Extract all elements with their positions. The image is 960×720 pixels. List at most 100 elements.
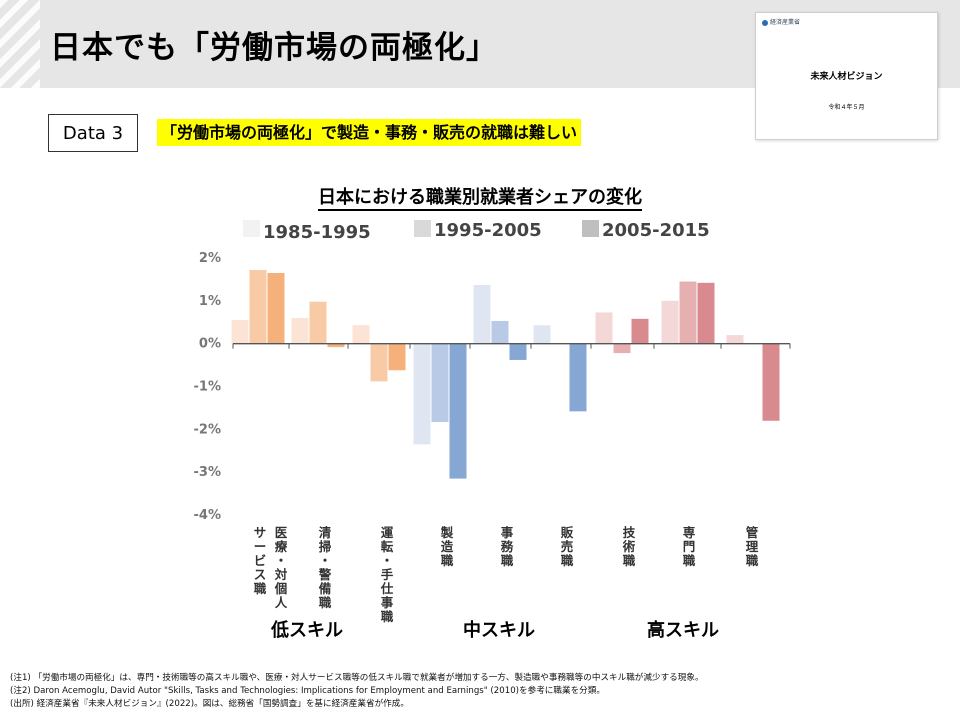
category-label-char: 運	[381, 525, 394, 540]
bar	[509, 343, 527, 360]
category-label-char: ー	[254, 539, 267, 554]
category-label-char: 対	[274, 567, 288, 582]
category-label-char: ・	[319, 553, 332, 568]
bar	[370, 343, 388, 382]
skill-group-label: 低スキル	[270, 619, 343, 641]
cover-date: 令和４年５月	[828, 104, 865, 111]
legend-label: 2005-2015	[602, 220, 710, 241]
category-label-char: 管	[746, 525, 759, 540]
bar	[327, 343, 345, 348]
bar	[249, 269, 267, 344]
bar	[661, 300, 679, 344]
chart-title: 日本における職業別就業者シェアの変化	[318, 187, 642, 211]
bar	[388, 343, 406, 371]
category-label-char: 技	[623, 525, 636, 540]
ministry-logo-icon	[762, 19, 768, 26]
bar	[267, 272, 285, 344]
category-label-char: 製	[440, 525, 454, 540]
footnote-3: (出所) 経済産業省『未来人材ビジョン』(2022)。図は、総務省「国勢調査」を…	[10, 699, 409, 709]
category-label-char: 職	[501, 553, 514, 568]
bar	[449, 343, 467, 479]
cover-title: 未来人材ビジョン	[810, 72, 883, 82]
skill-group-label: 中スキル	[463, 619, 535, 641]
category-label-char: 造	[441, 539, 454, 554]
category-label-char: サ	[254, 525, 267, 540]
category-label-char: ビ	[254, 553, 267, 568]
header-stripes	[0, 0, 40, 88]
category-label-char: ス	[254, 567, 267, 582]
category-label-char: 販	[561, 525, 574, 540]
bar	[569, 343, 587, 412]
y-tick-label: 0%	[199, 337, 221, 352]
category-label-char: 職	[746, 553, 759, 568]
bar	[631, 318, 649, 344]
bar	[613, 343, 631, 354]
footnote-2: (注2) Daron Acemoglu, David Autor "Skills…	[10, 686, 605, 696]
bar	[231, 320, 249, 344]
bar	[352, 325, 370, 344]
legend-swatch	[414, 220, 431, 237]
y-tick-label: -2%	[194, 422, 221, 437]
category-label-char: 備	[319, 581, 332, 596]
bar	[413, 343, 431, 445]
report-cover-thumbnail: 経済産業省 未来人材ビジョン 令和４年５月	[755, 12, 938, 140]
category-label-char: 職	[623, 553, 636, 568]
category-label-char: 警	[318, 567, 332, 582]
bar	[431, 343, 449, 423]
skill-group-label: 高スキル	[647, 619, 719, 641]
bar	[726, 335, 744, 344]
y-tick-label: -1%	[194, 380, 221, 395]
y-tick-label: 1%	[199, 294, 221, 309]
ministry-logo: 経済産業省	[762, 17, 800, 26]
y-tick-label: -4%	[194, 508, 221, 523]
category-label-char: 人	[275, 595, 288, 610]
category-label-char: 清	[319, 525, 332, 540]
category-label-char: 職	[254, 581, 267, 596]
category-label-char: 職	[319, 595, 332, 610]
data-label-box: Data 3	[48, 114, 138, 152]
category-label-char: 職	[561, 553, 574, 568]
category-label-char: 事	[381, 595, 394, 610]
bar	[697, 282, 715, 344]
category-label-char: 術	[622, 539, 636, 554]
footnote-1: (注1) 「労働市場の両極化」は、専門・技術職等の高スキル職や、医療・対人サービ…	[10, 673, 704, 683]
category-label-char: 手	[381, 567, 394, 582]
bar	[533, 325, 551, 344]
category-label-char: 療	[275, 539, 288, 554]
bar	[679, 281, 697, 344]
bar	[762, 343, 780, 421]
category-label-char: 職	[683, 553, 696, 568]
chart-title-wrap: 日本における職業別就業者シェアの変化	[0, 183, 960, 211]
headline-highlight: 「労働市場の両極化」で製造・事務・販売の就職は難しい	[157, 119, 582, 146]
category-label-char: 医	[275, 525, 288, 540]
bar	[309, 301, 327, 344]
category-label-char: 仕	[380, 581, 394, 596]
bar	[595, 312, 613, 344]
bar	[291, 317, 309, 344]
legend-swatch	[243, 220, 260, 237]
category-label-char: 掃	[319, 539, 332, 554]
category-label-char: 務	[501, 539, 514, 554]
y-tick-label: -3%	[194, 465, 221, 480]
category-label-char: 職	[441, 553, 454, 568]
category-label-char: 職	[381, 609, 394, 624]
category-label-char: 転	[381, 539, 394, 554]
ministry-name: 経済産業省	[770, 19, 801, 26]
category-label-char: 事	[501, 525, 514, 540]
category-label-char: 専	[683, 525, 696, 540]
legend-swatch	[582, 220, 599, 237]
category-label-char: ・	[381, 553, 394, 568]
bar	[473, 284, 491, 344]
category-label-char: ・	[275, 553, 288, 568]
page-title: 日本でも「労働市場の両極化」	[50, 30, 498, 66]
y-tick-label: 2%	[199, 251, 221, 266]
bar	[491, 320, 509, 344]
category-label-char: 売	[561, 539, 574, 554]
category-label-char: 理	[746, 539, 759, 554]
category-label-char: 門	[683, 539, 696, 554]
footnotes: (注1) 「労働市場の両極化」は、専門・技術職等の高スキル職や、医療・対人サービ…	[10, 672, 704, 711]
category-label-char: 個	[274, 581, 288, 596]
legend-label: 1985-1995	[263, 222, 371, 243]
legend-label: 1995-2005	[434, 220, 542, 241]
